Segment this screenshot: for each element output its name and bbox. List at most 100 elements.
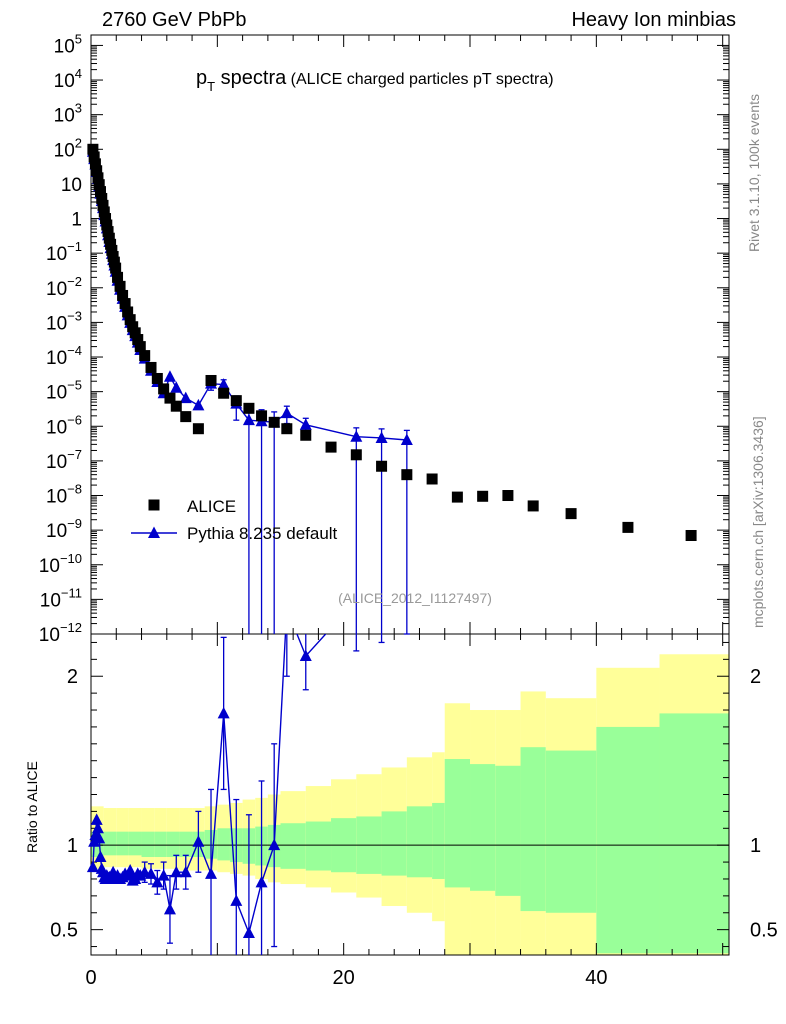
data-point-square <box>158 383 170 395</box>
data-point-square <box>114 280 126 292</box>
y-tick-label: 10−3 <box>46 308 82 334</box>
data-point-square <box>205 374 217 386</box>
inner-band-bin <box>444 759 471 888</box>
data-point-square <box>124 314 136 326</box>
data-point-square <box>105 238 117 250</box>
inner-band-bin <box>520 747 546 912</box>
data-point-square <box>89 158 101 170</box>
mc-point-triangle <box>299 649 312 661</box>
data-point-square <box>106 244 118 256</box>
data-point-square <box>139 350 151 362</box>
data-point-square <box>127 321 139 333</box>
y-tick-label: 10−9 <box>46 516 82 542</box>
data-series <box>86 143 697 955</box>
inner-band-bin <box>128 831 142 856</box>
mc-point-triangle <box>124 864 137 876</box>
data-point-square <box>192 423 204 435</box>
y-tick-label: 10−6 <box>46 412 82 438</box>
y-tick-label: 10−5 <box>46 378 82 404</box>
x-tick-label: 20 <box>333 967 355 989</box>
y-tick-label: 1 <box>71 210 82 231</box>
data-point-square <box>88 151 100 163</box>
mc-point-triangle <box>91 821 104 834</box>
mc-point-triangle <box>157 869 170 881</box>
mc-point-triangle <box>151 875 164 888</box>
data-point-square <box>350 449 362 461</box>
y-tick-label: 10−10 <box>39 551 82 577</box>
inner-band-bin <box>116 831 129 856</box>
data-point-square <box>108 256 120 268</box>
mc-point-triangle <box>280 406 293 419</box>
mc-point-triangle <box>179 865 192 878</box>
inner-band-bin <box>495 765 521 896</box>
data-point-square <box>94 186 106 198</box>
mc-point-triangle <box>93 831 106 844</box>
mc-point-triangle <box>86 860 99 873</box>
spectra-frame <box>90 34 730 635</box>
ratio-y-tick-label: 1 <box>67 835 78 857</box>
data-point-square <box>426 473 438 485</box>
data-point-square <box>502 490 514 502</box>
inner-band-bin <box>103 831 117 856</box>
axis-ticks <box>90 34 729 955</box>
inner-band-bin <box>305 821 332 871</box>
data-point-square <box>477 490 489 502</box>
data-point-square <box>134 341 146 353</box>
ratio-uncertainty-bands <box>91 654 729 955</box>
y-tick-label: 10−11 <box>40 585 82 611</box>
data-point-square <box>170 400 182 412</box>
mc-spectrum-line <box>92 151 407 441</box>
tick-labels: 10510410310210110−110−210−310−410−510−61… <box>39 31 778 989</box>
y-tick-label: 10 <box>61 175 82 196</box>
mc-point-triangle <box>205 867 218 879</box>
data-point-square <box>685 529 697 541</box>
y-tick-label: 103 <box>54 101 82 127</box>
data-point-square <box>401 469 413 481</box>
mc-point-triangle <box>299 418 312 430</box>
data-point-square <box>102 226 114 238</box>
inner-band-bin <box>659 713 729 954</box>
data-point-square <box>87 143 99 155</box>
mc-point-triangle <box>217 378 230 390</box>
data-point-square <box>110 262 122 274</box>
data-point-square <box>119 298 131 310</box>
data-point-square <box>145 361 157 373</box>
data-point-square <box>622 521 634 533</box>
mc-point-triangle <box>242 926 255 939</box>
mc-point-triangle <box>400 433 413 446</box>
inner-band-bin <box>154 831 167 858</box>
data-point-square <box>376 460 388 472</box>
data-point-square <box>300 429 312 441</box>
mc-point-triangle <box>170 381 183 393</box>
data-point-square <box>164 392 176 404</box>
inner-band-bin <box>596 726 660 954</box>
analysis-watermark: (ALICE_2012_I1127497) <box>338 590 492 606</box>
data-point-square <box>180 411 192 423</box>
plot-title: pT spectra (ALICE charged particles pT s… <box>196 67 554 94</box>
y-tick-label: 104 <box>54 66 82 92</box>
data-point-square <box>268 416 280 428</box>
data-point-square <box>565 508 577 520</box>
data-point-square <box>93 179 105 191</box>
y-tick-label: 102 <box>54 135 82 161</box>
inner-band-bin <box>141 831 155 858</box>
mc-point-triangle <box>375 431 388 443</box>
data-point-square <box>91 165 103 177</box>
data-point-square <box>218 387 230 399</box>
y-tick-label: 10−7 <box>46 447 82 473</box>
mc-point-triangle <box>94 850 107 863</box>
inner-band-bin <box>381 811 407 876</box>
data-point-square <box>281 423 293 435</box>
data-point-square <box>148 499 160 511</box>
y-tick-label: 10−12 <box>39 620 82 646</box>
x-tick-label: 40 <box>585 967 607 989</box>
ratio-y-tick-label-right: 2 <box>750 666 761 688</box>
data-point-square <box>151 372 163 384</box>
y-tick-label: 10−2 <box>46 274 82 300</box>
data-point-square <box>451 491 463 503</box>
header-process: Heavy Ion minbias <box>571 9 736 31</box>
mc-point-triangle <box>88 835 101 847</box>
legend-label-mc: Pythia 8.235 default <box>187 524 338 543</box>
ratio-y-tick-label: 2 <box>67 666 78 688</box>
